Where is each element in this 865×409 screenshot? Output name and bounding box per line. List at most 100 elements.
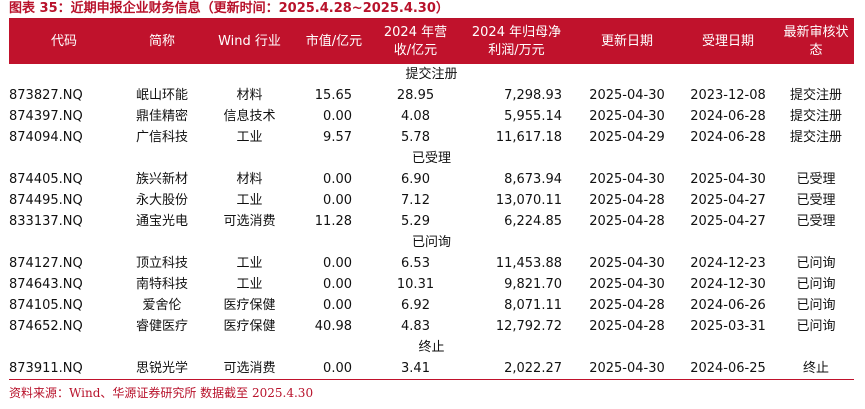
update-date-cell: 2025-04-30 bbox=[576, 358, 678, 380]
col-header-revenue: 2024 年营 收/亿元 bbox=[374, 19, 457, 64]
accept-date-cell: 2025-04-30 bbox=[690, 172, 766, 187]
update-date-cell: 2025-04-30 bbox=[589, 109, 665, 124]
table-body: 提交注册 873827.NQ 岷山环能 材料 15.65 28.95 7,298.93 202… bbox=[9, 64, 854, 380]
title-rule bbox=[9, 18, 854, 19]
group-row: 提交注册 bbox=[9, 64, 854, 85]
status-cell: 已问询 bbox=[796, 298, 836, 313]
industry-cell: 工业 bbox=[236, 256, 263, 271]
status-cell: 提交注册 bbox=[789, 109, 842, 124]
net-profit-cell: 8,071.11 bbox=[504, 298, 562, 313]
group-label: 终止 bbox=[418, 340, 445, 355]
net-profit-cell: 8,673.94 bbox=[504, 172, 562, 187]
accept-date-cell: 2024-06-28 bbox=[690, 130, 766, 145]
revenue-cell: 4.83 bbox=[401, 319, 430, 334]
name-cell: 族兴新材 bbox=[135, 172, 188, 187]
net-profit-cell: 12,792.72 bbox=[495, 319, 562, 334]
group-label: 已问询 bbox=[411, 235, 451, 250]
net-profit-cell: 11,453.88 bbox=[495, 256, 562, 271]
market-cap-cell: 0.00 bbox=[323, 193, 352, 208]
group-row: 已受理 bbox=[9, 148, 854, 169]
net-profit-cell: 9,821.70 bbox=[504, 277, 562, 292]
accept-date-cell: 2025-03-31 bbox=[690, 319, 766, 334]
status-cell: 已受理 bbox=[796, 214, 836, 229]
update-date-cell: 2025-04-30 bbox=[589, 256, 665, 271]
status-cell: 提交注册 bbox=[789, 88, 842, 103]
update-date-cell: 2025-04-30 bbox=[589, 277, 665, 292]
status-cell: 提交注册 bbox=[789, 130, 842, 145]
revenue-cell: 10.31 bbox=[396, 277, 435, 292]
col-header-net-profit: 2024 年归母净 利润/万元 bbox=[457, 19, 576, 64]
market-cap-cell: 0.00 bbox=[294, 358, 374, 380]
industry-cell: 医疗保健 bbox=[223, 319, 276, 334]
revenue-cell: 6.53 bbox=[401, 256, 430, 271]
table-row: 874643.NQ 南特科技 工业 0.00 10.31 9,821.70 2025-04-… bbox=[9, 274, 854, 295]
market-cap-cell: 0.00 bbox=[323, 172, 352, 187]
net-profit-cell: 11,617.18 bbox=[495, 130, 562, 145]
col-header-industry: Wind 行业 bbox=[205, 19, 294, 64]
revenue-cell: 7.12 bbox=[401, 193, 430, 208]
accept-date-cell: 2024-06-25 bbox=[678, 358, 778, 380]
market-cap-cell: 0.00 bbox=[323, 298, 352, 313]
table-row: 873911.NQ 思锐光学 可选消费 0.00 3.41 2,022.27 2025-04… bbox=[9, 358, 854, 380]
table-row: 874127.NQ 顶立科技 工业 0.00 6.53 11,453.88 2025-04-… bbox=[9, 253, 854, 274]
status-cell: 已问询 bbox=[796, 319, 836, 334]
revenue-cell: 5.29 bbox=[401, 214, 430, 229]
accept-date-cell: 2023-12-08 bbox=[690, 88, 766, 103]
code-cell: 874495.NQ bbox=[9, 193, 83, 208]
update-date-cell: 2025-04-28 bbox=[589, 214, 665, 229]
accept-date-cell: 2024-06-28 bbox=[690, 109, 766, 124]
status-cell: 已问询 bbox=[796, 277, 836, 292]
filings-table: 代码 简称 Wind 行业 市值/亿元 2024 年营 收/亿元 2024 年归… bbox=[9, 19, 854, 380]
code-cell: 873827.NQ bbox=[9, 88, 83, 103]
net-profit-cell: 13,070.11 bbox=[495, 193, 562, 208]
industry-cell: 可选消费 bbox=[223, 214, 276, 229]
market-cap-cell: 11.28 bbox=[314, 214, 352, 229]
net-profit-cell: 6,224.85 bbox=[504, 214, 562, 229]
header-row: 代码 简称 Wind 行业 市值/亿元 2024 年营 收/亿元 2024 年归… bbox=[9, 19, 854, 64]
net-profit-cell: 7,298.93 bbox=[504, 88, 562, 103]
status-cell: 已问询 bbox=[796, 256, 836, 271]
figure-title: 图表 35：近期申报企业财务信息（更新时间：2025.4.28~2025.4.3… bbox=[9, 1, 449, 16]
industry-cell: 材料 bbox=[236, 172, 263, 187]
table-row: 874105.NQ 爱舍伦 医疗保健 0.00 6.92 8,071.11 2025-04-… bbox=[9, 295, 854, 316]
col-header-name: 简称 bbox=[119, 19, 205, 64]
table-row: 873827.NQ 岷山环能 材料 15.65 28.95 7,298.93 2025-04… bbox=[9, 85, 854, 106]
group-row: 终止 bbox=[9, 337, 854, 358]
table-row: 874397.NQ 鼎佳精密 信息技术 0.00 4.08 5,955.14 2025-04… bbox=[9, 106, 854, 127]
name-cell: 爱舍伦 bbox=[142, 298, 182, 313]
col-header-update-date: 更新日期 bbox=[576, 19, 678, 64]
name-cell: 思锐光学 bbox=[119, 358, 205, 380]
code-cell: 874105.NQ bbox=[9, 298, 83, 313]
name-cell: 广信科技 bbox=[135, 130, 188, 145]
update-date-cell: 2025-04-29 bbox=[589, 130, 665, 145]
update-date-cell: 2025-04-28 bbox=[589, 298, 665, 313]
name-cell: 永大股份 bbox=[135, 193, 188, 208]
col-header-code: 代码 bbox=[9, 19, 119, 64]
net-profit-cell: 2,022.27 bbox=[457, 358, 576, 380]
code-cell: 874397.NQ bbox=[9, 109, 83, 124]
revenue-cell: 4.08 bbox=[401, 109, 430, 124]
name-cell: 鼎佳精密 bbox=[135, 109, 188, 124]
update-date-cell: 2025-04-28 bbox=[589, 193, 665, 208]
revenue-cell: 5.78 bbox=[401, 130, 430, 145]
market-cap-cell: 15.65 bbox=[314, 88, 352, 103]
revenue-cell: 6.90 bbox=[401, 172, 430, 187]
accept-date-cell: 2025-04-27 bbox=[690, 193, 766, 208]
accept-date-cell: 2024-12-23 bbox=[690, 256, 766, 271]
code-cell: 874094.NQ bbox=[9, 130, 83, 145]
table-row: 874094.NQ 广信科技 工业 9.57 5.78 11,617.18 2025-04-… bbox=[9, 127, 854, 148]
update-date-cell: 2025-04-30 bbox=[589, 88, 665, 103]
revenue-cell: 3.41 bbox=[374, 358, 457, 380]
status-cell: 终止 bbox=[778, 358, 854, 380]
table-row: 833137.NQ 通宝光电 可选消费 11.28 5.29 6,224.85 2025-0… bbox=[9, 211, 854, 232]
col-header-accept-date: 受理日期 bbox=[678, 19, 778, 64]
code-cell: 874652.NQ bbox=[9, 319, 83, 334]
name-cell: 通宝光电 bbox=[135, 214, 188, 229]
name-cell: 岷山环能 bbox=[135, 88, 188, 103]
status-cell: 已受理 bbox=[796, 172, 836, 187]
update-date-cell: 2025-04-30 bbox=[589, 172, 665, 187]
status-cell: 已受理 bbox=[796, 193, 836, 208]
accept-date-cell: 2025-04-27 bbox=[690, 214, 766, 229]
industry-cell: 工业 bbox=[236, 130, 263, 145]
group-row: 已问询 bbox=[9, 232, 854, 253]
